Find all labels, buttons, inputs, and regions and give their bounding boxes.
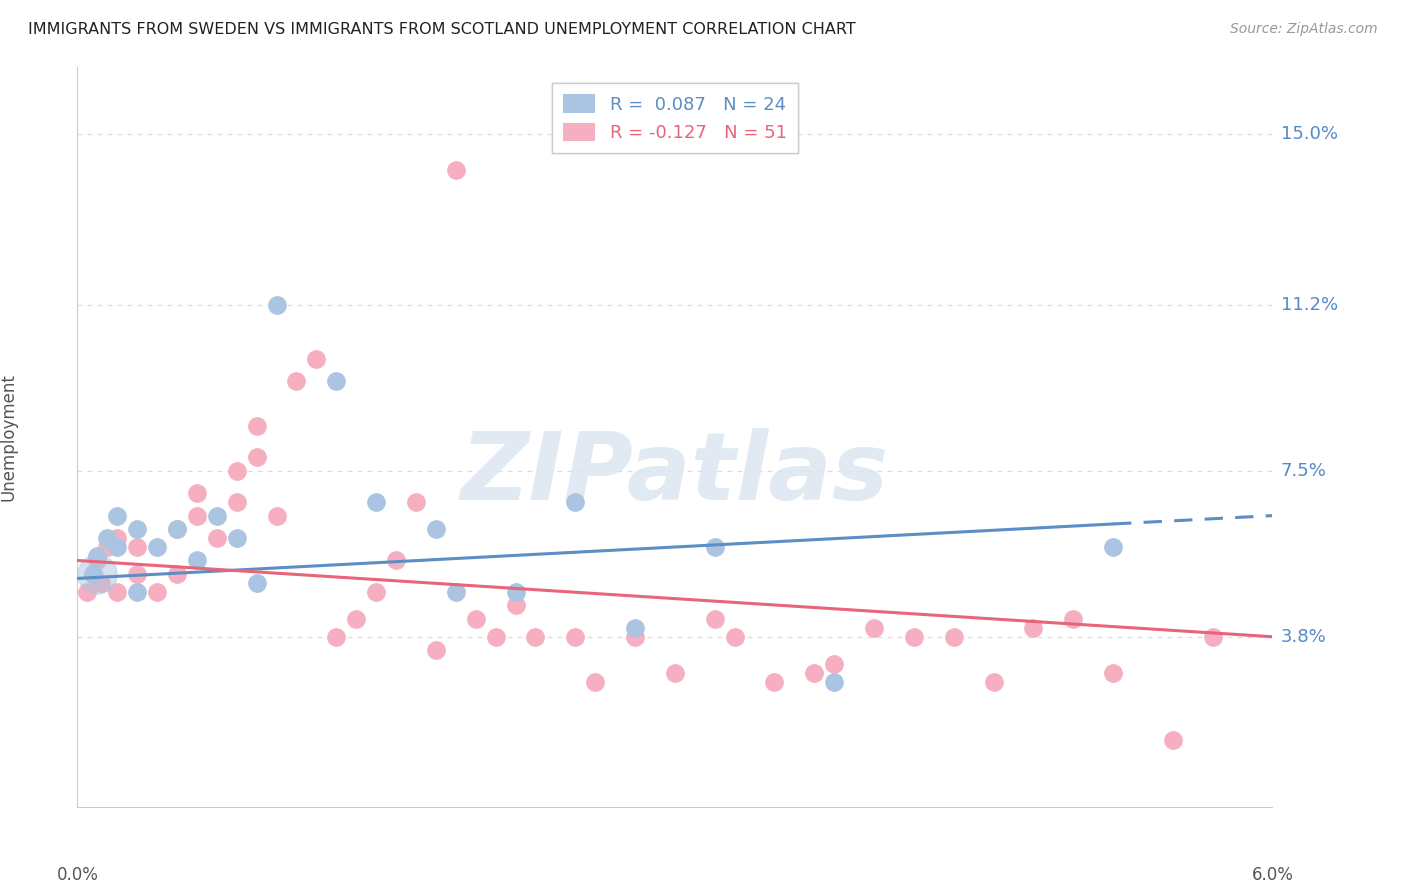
Point (86, 553, 108, 567)
Point (942, 630, 965, 644)
Point (485, 630, 508, 644)
Point (863, 621, 886, 635)
Text: IMMIGRANTS FROM SWEDEN VS IMMIGRANTS FROM SCOTLAND UNEMPLOYMENT CORRELATION CHAR: IMMIGRANTS FROM SWEDEN VS IMMIGRANTS FRO… (28, 22, 856, 37)
Point (803, 665, 825, 680)
Point (325, 630, 347, 644)
Point (82, 566, 104, 581)
Point (425, 643, 447, 657)
Point (1022, 621, 1045, 635)
Text: 15.0%: 15.0% (1281, 125, 1337, 144)
Point (127, 522, 149, 536)
Point (246, 418, 269, 433)
Point (105, 585, 128, 599)
Point (166, 566, 188, 581)
Point (505, 599, 527, 613)
Point (205, 508, 228, 523)
Point (246, 450, 269, 465)
Point (366, 495, 388, 509)
Point (1102, 665, 1125, 680)
Point (464, 612, 486, 626)
Text: Source: ZipAtlas.com: Source: ZipAtlas.com (1230, 22, 1378, 37)
Point (366, 585, 388, 599)
Point (1161, 733, 1184, 747)
Point (325, 374, 347, 388)
Text: Unemployment: Unemployment (0, 373, 17, 501)
Text: 11.2%: 11.2% (1281, 296, 1339, 314)
Point (86, 549, 108, 563)
Point (127, 585, 149, 599)
Point (823, 657, 845, 671)
Point (823, 674, 845, 689)
Point (186, 553, 208, 567)
Point (127, 540, 149, 554)
Point (105, 508, 128, 523)
Point (405, 495, 427, 509)
Text: 3.8%: 3.8% (1281, 628, 1326, 646)
Point (82, 566, 104, 581)
Point (425, 522, 447, 536)
Point (664, 665, 686, 680)
Point (444, 585, 467, 599)
Point (903, 630, 925, 644)
Point (90, 575, 112, 590)
Text: ZIPatlas: ZIPatlas (461, 428, 889, 520)
Point (225, 464, 247, 478)
Point (344, 612, 367, 626)
Text: 0.0%: 0.0% (56, 865, 98, 884)
Point (86, 566, 108, 581)
Point (205, 531, 228, 545)
Point (524, 630, 547, 644)
Point (564, 630, 586, 644)
Point (305, 351, 328, 366)
Legend: R =  0.087   N = 24, R = -0.127   N = 51: R = 0.087 N = 24, R = -0.127 N = 51 (553, 83, 797, 153)
Point (225, 495, 247, 509)
Point (246, 575, 269, 590)
Point (703, 540, 725, 554)
Point (1062, 612, 1084, 626)
Point (146, 540, 169, 554)
Point (983, 674, 1005, 689)
Point (444, 163, 467, 178)
Point (266, 298, 288, 312)
Point (146, 585, 169, 599)
Point (1202, 630, 1225, 644)
Point (105, 531, 128, 545)
Text: 6.0%: 6.0% (1251, 865, 1294, 884)
Point (186, 508, 208, 523)
Point (624, 621, 647, 635)
Point (505, 585, 527, 599)
Point (105, 540, 128, 554)
Point (166, 522, 188, 536)
Point (724, 630, 747, 644)
Point (186, 486, 208, 500)
Point (1102, 540, 1125, 554)
Point (127, 566, 149, 581)
Point (166, 522, 188, 536)
Point (76, 585, 98, 599)
Point (225, 531, 247, 545)
Point (624, 630, 647, 644)
Point (583, 674, 606, 689)
Point (266, 508, 288, 523)
Text: 7.5%: 7.5% (1281, 462, 1327, 480)
Point (385, 553, 408, 567)
Point (96, 540, 118, 554)
Point (564, 495, 586, 509)
Point (703, 612, 725, 626)
Point (763, 674, 786, 689)
Point (285, 374, 308, 388)
Point (96, 531, 118, 545)
